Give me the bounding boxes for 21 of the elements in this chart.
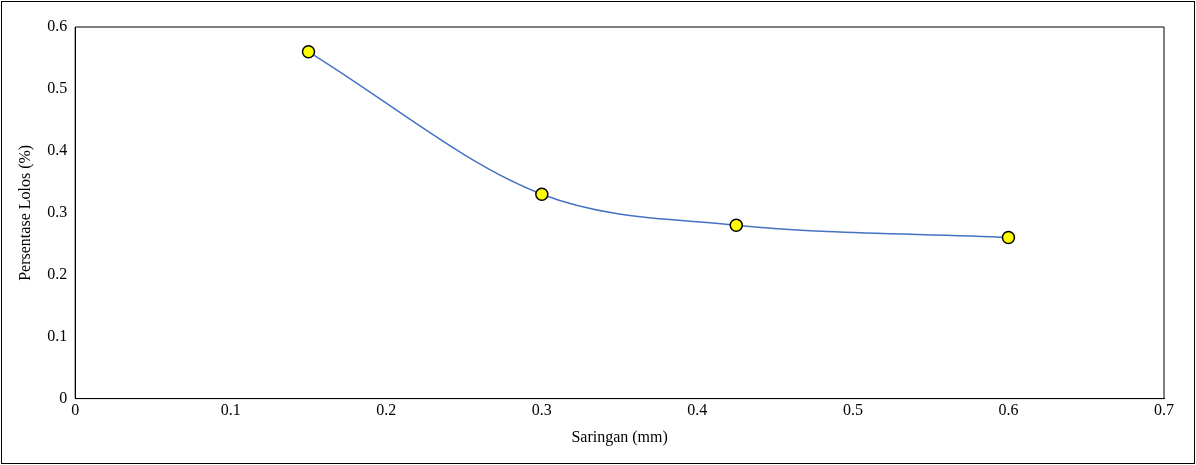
x-tick-label: 0.7 — [1154, 401, 1174, 419]
y-tick-label: 0.1 — [47, 326, 68, 344]
y-tick-label: 0.5 — [47, 79, 68, 97]
y-tick-label: 0.3 — [47, 203, 68, 220]
y-axis-title: Persentase Lolos (%) — [15, 144, 34, 281]
x-tick-label: 0.3 — [531, 401, 552, 419]
y-tick-label: 0.4 — [47, 141, 68, 159]
x-tick-label: 0 — [71, 401, 80, 419]
x-tick-label: 0.5 — [842, 401, 863, 419]
x-tick-label: 0.4 — [687, 401, 708, 419]
point — [301, 45, 316, 59]
point — [1001, 230, 1016, 245]
y-tick-label: 0.6 — [47, 17, 68, 35]
x-axis-title: Saringan (mm) — [571, 427, 668, 446]
y-tick-label: 0 — [59, 388, 68, 406]
point — [535, 187, 549, 201]
point — [729, 218, 744, 232]
y-tick-label: 0.2 — [47, 264, 68, 282]
x-tick-label: 0.1 — [220, 401, 241, 419]
x-tick-label: 0.2 — [376, 401, 397, 419]
x-tick-label: 0.6 — [998, 401, 1019, 419]
